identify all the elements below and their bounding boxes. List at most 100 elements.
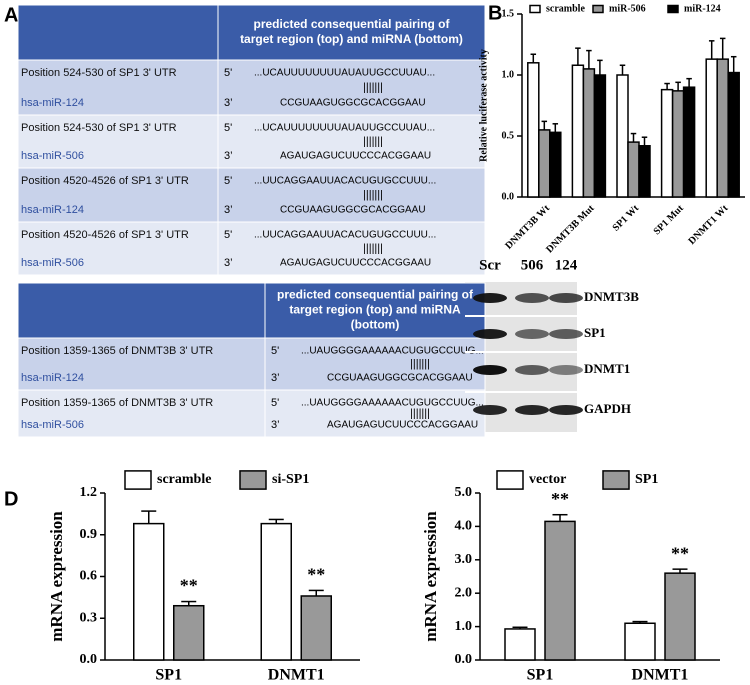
x-tick-label: DNMT3B Mut — [544, 203, 597, 256]
significance: ** — [180, 576, 198, 596]
x-tick-label: SP1 Wt — [611, 202, 642, 233]
bar — [527, 62, 540, 198]
legend-swatch — [667, 4, 679, 14]
blot-band — [515, 405, 549, 415]
table-header-text: (bottom) — [351, 318, 400, 332]
three-prime: 3’ — [224, 204, 233, 216]
table-header-text: target region (top) and miRNA (bottom) — [240, 32, 463, 46]
five-prime: 5' — [271, 345, 279, 357]
legend-label: miR-124 — [684, 3, 721, 14]
bar — [549, 131, 562, 198]
table-header-text: predicted consequential pairing of — [253, 17, 450, 31]
protein-label: GAPDH — [584, 401, 631, 416]
blot-band — [473, 329, 507, 339]
position-text: Position 4520-4526 of SP1 3' UTR — [21, 229, 189, 241]
table-cell — [264, 337, 486, 391]
bar — [671, 90, 685, 198]
blot-band — [549, 293, 583, 303]
legend-label: scramble — [157, 472, 211, 487]
five-prime: 5' — [224, 175, 232, 187]
legend-label: miR-506 — [609, 3, 646, 14]
table-cell — [217, 221, 486, 276]
bar — [660, 88, 674, 198]
legend-label: scramble — [546, 3, 585, 14]
table-header-cell — [17, 282, 266, 339]
mirna-seq: CCGUAAGUGGCGCACGGAAU — [280, 205, 426, 216]
blot-band — [515, 365, 549, 375]
position-text: Position 1359-1365 of DNMT3B 3' UTR — [21, 397, 213, 409]
legend-swatch — [496, 470, 524, 490]
x-tick-label: DNMT1 — [268, 667, 325, 684]
y-tick-label: 1.0 — [455, 619, 473, 634]
legend-label: si-SP1 — [272, 472, 309, 487]
legend-label: vector — [529, 472, 566, 487]
mirna-name: hsa-miR-506 — [21, 419, 84, 431]
five-prime: 5' — [224, 122, 232, 134]
bar — [538, 129, 551, 198]
legend-label: SP1 — [635, 472, 658, 487]
x-tick-label: DNMT3B Wt — [503, 202, 552, 251]
panel-label: A — [4, 4, 18, 26]
pairing: ||||||| — [363, 242, 383, 254]
blot-band — [515, 293, 549, 303]
legend-swatch — [602, 470, 630, 490]
mirna-seq: AGAUGAGUCUUCCCACGGAAU — [280, 258, 431, 269]
legend-swatch — [592, 4, 604, 14]
blot-band — [473, 365, 507, 375]
panel-label: B — [488, 2, 502, 24]
y-tick-label: 0.5 — [502, 130, 515, 141]
five-prime: 5' — [224, 229, 232, 241]
target-seq: ...UCAUUUUUUUUAUAUUGCCUUAU... — [254, 123, 435, 134]
table-header-text: predicted consequential pairing of — [277, 288, 474, 302]
y-tick-label: 2.0 — [455, 585, 473, 600]
bar — [664, 572, 696, 661]
mirna-name: hsa-miR-124 — [21, 204, 84, 216]
bar — [638, 145, 651, 198]
x-tick-label: DNMT1 Wt — [686, 202, 730, 246]
x-tick-label: SP1 Mut — [652, 202, 687, 237]
bar — [504, 628, 536, 661]
blot-band — [515, 329, 549, 339]
y-tick-label: 0.3 — [80, 610, 98, 625]
three-prime: 3’ — [224, 150, 233, 162]
five-prime: 5' — [224, 67, 232, 79]
mirna-name: hsa-miR-506 — [21, 150, 84, 162]
target-seq: ...UUCAGGAAUUACACUGUGCCUUU... — [254, 230, 436, 241]
mirna-seq: CCGUAAGUGGCGCACGGAAU — [327, 373, 473, 384]
bar — [300, 595, 332, 661]
bar — [616, 74, 629, 198]
x-tick-label: DNMT1 — [632, 667, 689, 684]
blot-band — [549, 405, 583, 415]
mirna-name: hsa-miR-124 — [21, 372, 84, 384]
bar — [716, 58, 729, 198]
target-seq: ...UAUGGGGAAAAAACUGUGCCUUG... — [301, 398, 484, 409]
target-seq: ...UUCAGGAAUUACACUGUGCCUUU... — [254, 176, 436, 187]
bar — [627, 141, 640, 198]
protein-label: DNMT3B — [584, 289, 639, 304]
lane-label: Scr — [479, 257, 501, 273]
x-tick-label: SP1 — [155, 667, 182, 684]
table-cell — [17, 337, 266, 391]
mirna-seq: AGAUGAGUCUUCCCACGGAAU — [280, 151, 431, 162]
pairing: ||||||| — [363, 81, 383, 93]
panel-label: D — [4, 488, 18, 510]
table-header-cell — [17, 4, 219, 61]
bar — [571, 64, 585, 198]
y-axis-label: mRNA expression — [421, 511, 440, 642]
position-text: Position 524-530 of SP1 3' UTR — [21, 67, 177, 79]
table-header-cell — [264, 282, 486, 339]
y-tick-label: 1.5 — [502, 8, 515, 19]
significance: ** — [551, 489, 569, 509]
table-cell — [17, 221, 219, 276]
mirna-seq: CCGUAAGUGGCGCACGGAAU — [280, 98, 426, 109]
five-prime: 5' — [271, 397, 279, 409]
table-cell — [264, 389, 486, 438]
y-tick-label: 4.0 — [455, 519, 473, 534]
significance: ** — [671, 543, 689, 563]
bar — [727, 71, 740, 198]
target-seq: ...UAUGGGGAAAAAACUGUGCCUUG... — [301, 346, 484, 357]
y-axis-label: mRNA expression — [47, 511, 66, 642]
bar — [705, 58, 718, 198]
lane-label: 506 — [521, 257, 544, 273]
